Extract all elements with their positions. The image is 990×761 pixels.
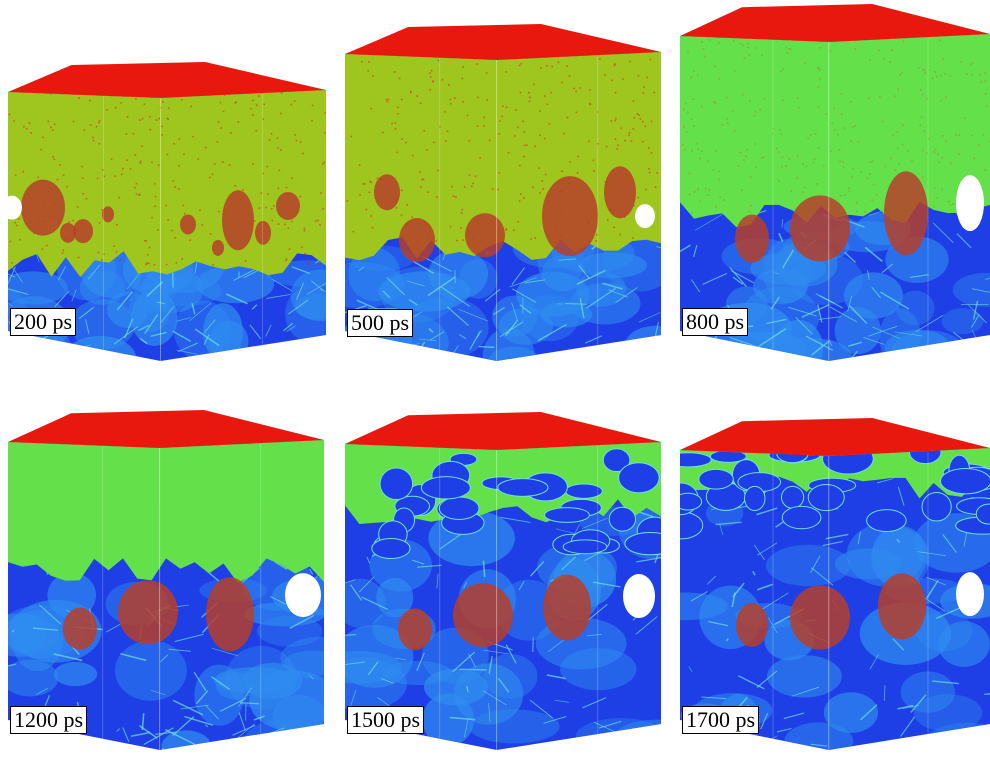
panel-1700ps: 1700 ps [680,418,990,756]
time-label: 200 ps [10,308,77,336]
simulation-box-1500ps [345,412,661,750]
panel-500ps: 500 ps [345,24,663,367]
time-label: 1700 ps [682,706,760,734]
panel-200ps: 200 ps [8,62,328,367]
simulation-box-800ps [680,4,990,361]
panel-1500ps: 1500 ps [345,412,663,756]
time-label: 1200 ps [10,706,88,734]
time-label: 500 ps [347,309,414,337]
time-label: 800 ps [682,308,749,336]
simulation-box-1200ps [8,410,324,750]
simulation-box-1700ps [680,418,990,750]
panel-800ps: 800 ps [680,4,990,367]
simulation-box-200ps [8,62,326,361]
time-label: 1500 ps [347,706,425,734]
panel-1200ps: 1200 ps [8,410,326,756]
